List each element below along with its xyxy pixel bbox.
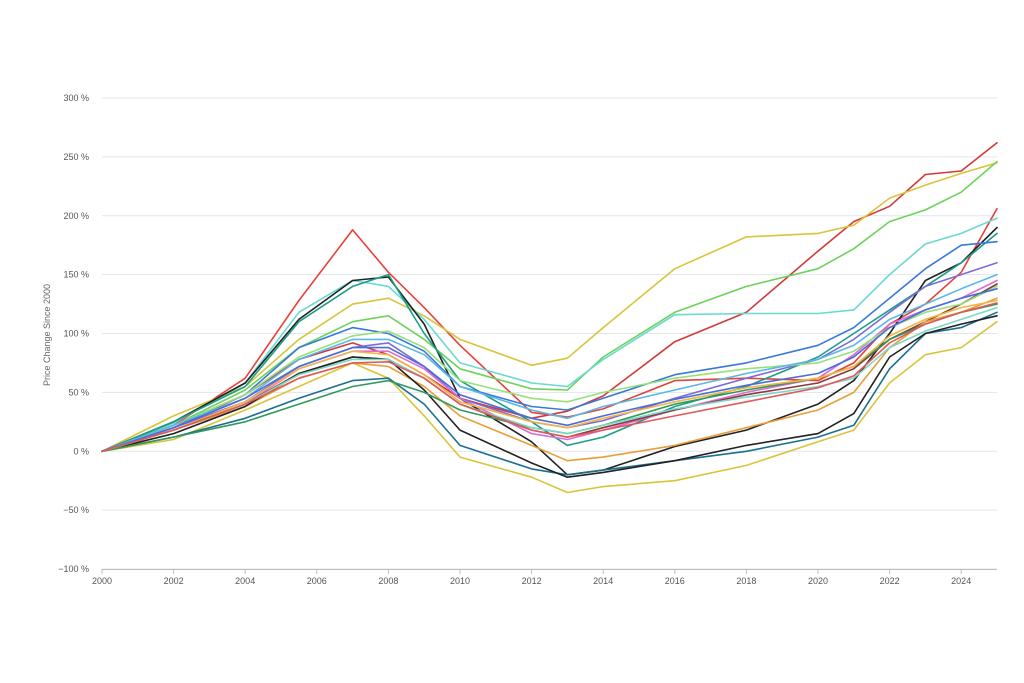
- x-tick-label: 2018: [736, 576, 756, 586]
- series-line-10: [101, 279, 998, 453]
- series-line-15: [101, 320, 998, 494]
- series-lines: [101, 141, 998, 494]
- series-line-19: [101, 306, 998, 453]
- y-tick-label: −100 %: [58, 564, 89, 574]
- x-tick-label: 2010: [450, 576, 470, 586]
- x-tick-label: 2004: [235, 576, 255, 586]
- y-tick-label: 300 %: [63, 93, 89, 103]
- series-line-18: [101, 303, 998, 453]
- y-tick-label: −50 %: [63, 505, 89, 515]
- x-axis: 2000 2002 2004 2006 2008 2010 2012 2014 2016 2018…: [92, 569, 997, 586]
- y-tick-label: 150 %: [63, 270, 89, 280]
- series-line-21: [101, 288, 998, 453]
- series-line-16: [101, 311, 998, 476]
- series-line-3: [101, 162, 998, 453]
- x-tick-label: 2002: [164, 576, 184, 586]
- series-line-5: [101, 217, 998, 453]
- x-tick-label: 2020: [808, 576, 828, 586]
- x-tick-label: 2014: [593, 576, 613, 586]
- y-axis: −100 % −50 % 0 % 50 % 100 % 150 % 200 % 250 % 30…: [58, 93, 89, 574]
- y-tick-label: 0 %: [73, 446, 89, 456]
- series-line-6: [101, 226, 998, 476]
- y-tick-label: 200 %: [63, 211, 89, 221]
- y-tick-label: 250 %: [63, 152, 89, 162]
- x-tick-label: 2006: [307, 576, 327, 586]
- series-line-17: [101, 315, 998, 478]
- y-tick-label: 50 %: [68, 387, 89, 397]
- x-tick-label: 2008: [378, 576, 398, 586]
- y-axis-label: Price Change Since 2000: [42, 284, 52, 386]
- series-line-20: [101, 299, 998, 453]
- x-tick-label: 2012: [522, 576, 542, 586]
- grid-lines: [102, 97, 997, 570]
- x-tick-label: 2000: [92, 576, 112, 586]
- x-tick-label: 2022: [880, 576, 900, 586]
- series-line-14: [101, 273, 998, 453]
- x-tick-label: 2024: [951, 576, 971, 586]
- series-line-8: [101, 240, 998, 453]
- x-tick-label: 2016: [665, 576, 685, 586]
- y-tick-label: 100 %: [63, 329, 89, 339]
- series-line-7: [101, 232, 998, 453]
- series-line-22: [101, 302, 998, 453]
